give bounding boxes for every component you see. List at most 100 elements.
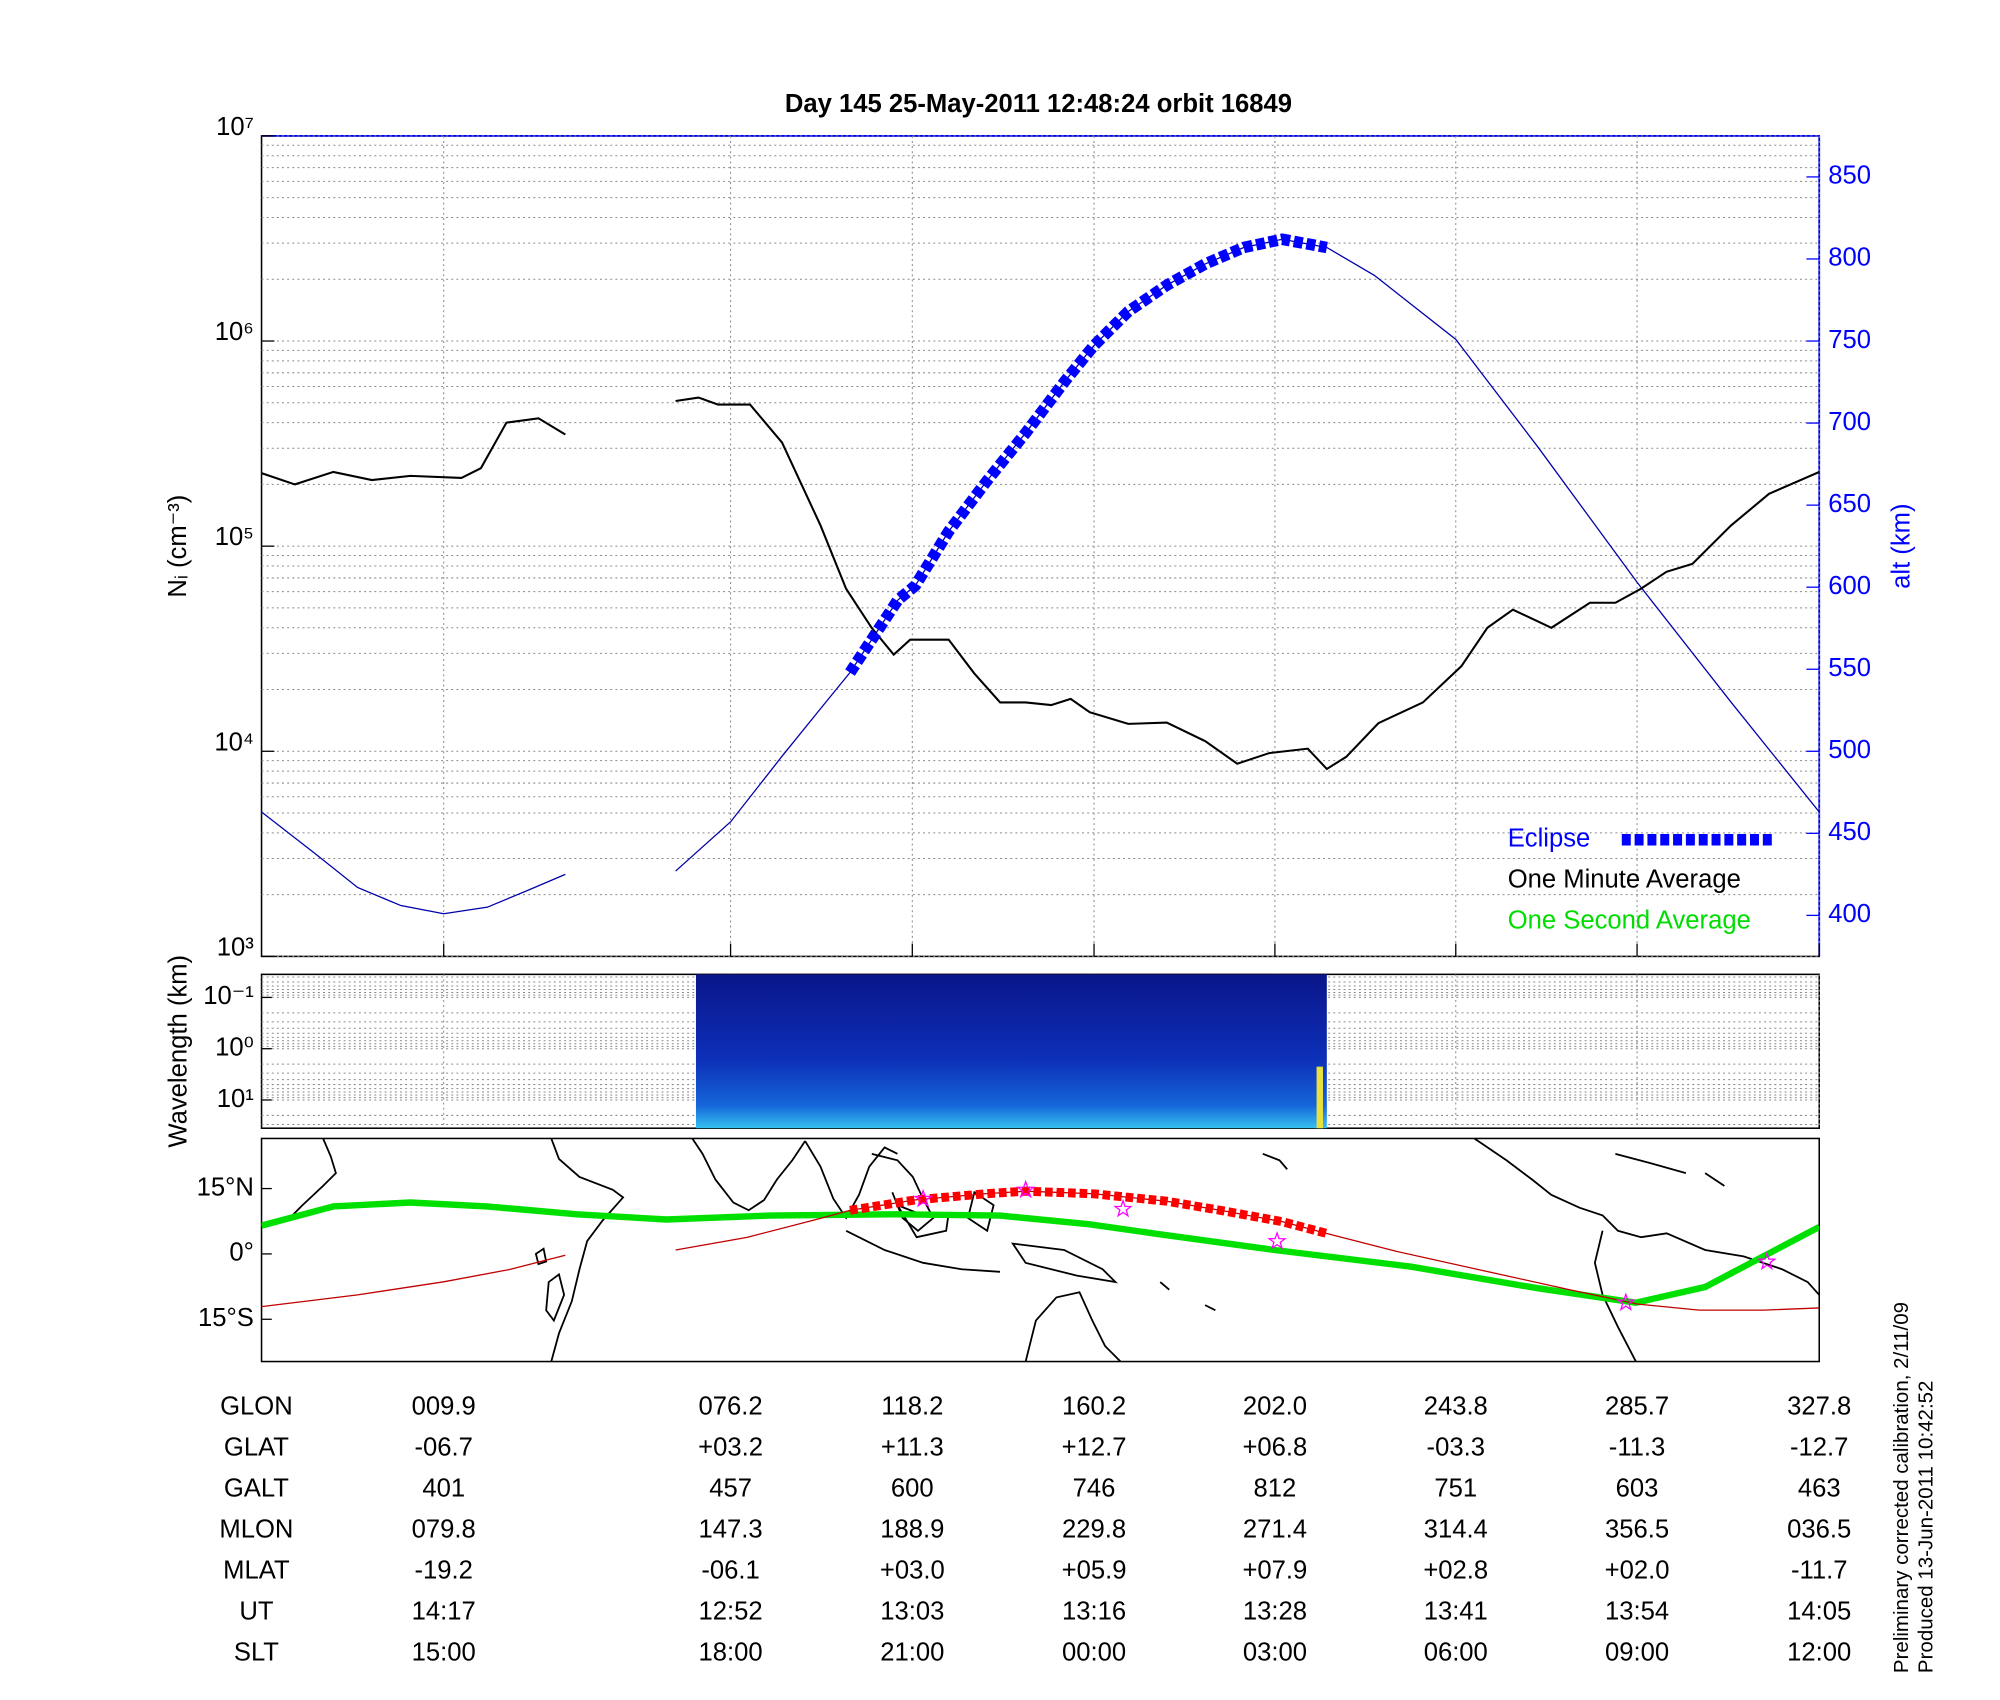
row-value: 09:00 bbox=[1605, 1639, 1669, 1667]
row-value: +07.9 bbox=[1242, 1557, 1307, 1585]
star-marker bbox=[1616, 1292, 1636, 1312]
row-label: GALT bbox=[224, 1475, 289, 1503]
y2-tick-label: 450 bbox=[1828, 818, 1871, 846]
note: Preliminary corrected calibration, 2/11/… bbox=[1890, 1302, 1913, 1673]
y2-tick-label: 650 bbox=[1828, 490, 1871, 518]
row-value: 271.4 bbox=[1243, 1516, 1307, 1544]
row-value: 314.4 bbox=[1424, 1516, 1488, 1544]
star-marker bbox=[1757, 1251, 1777, 1271]
y-tick-label: 10⁻¹ bbox=[203, 982, 254, 1010]
row-value: 812 bbox=[1254, 1475, 1297, 1503]
row-value: 12:52 bbox=[699, 1598, 763, 1626]
y-tick-label: 15°S bbox=[198, 1304, 254, 1332]
row-value: 12:00 bbox=[1787, 1639, 1851, 1667]
density-line bbox=[675, 396, 1820, 771]
row-value: +06.8 bbox=[1242, 1433, 1307, 1461]
x-tick-label: 243.8 bbox=[1424, 1392, 1488, 1420]
row-value: 600 bbox=[891, 1475, 934, 1503]
row-value: -06.1 bbox=[701, 1557, 759, 1585]
row-label: MLON bbox=[219, 1516, 293, 1544]
y2-tick-label: 750 bbox=[1828, 326, 1871, 354]
row-value: 603 bbox=[1616, 1475, 1659, 1503]
y2-tick-label: 800 bbox=[1828, 244, 1871, 272]
row-label: SLT bbox=[234, 1639, 279, 1667]
row-value: 14:17 bbox=[412, 1598, 476, 1626]
spectrogram bbox=[695, 974, 1327, 1129]
row-value: -11.3 bbox=[1609, 1433, 1666, 1461]
density-line bbox=[261, 417, 566, 486]
y2-tick-label: 400 bbox=[1828, 900, 1871, 928]
y-tick-label: 10¹ bbox=[217, 1085, 254, 1113]
y2-tick-label: 550 bbox=[1828, 654, 1871, 682]
row-value: +02.0 bbox=[1605, 1557, 1670, 1585]
altitude-line bbox=[261, 811, 566, 915]
row-value: 463 bbox=[1798, 1475, 1841, 1503]
spectrogram-y-label: Wavelength (km) bbox=[164, 955, 192, 1148]
row-value: +05.9 bbox=[1062, 1557, 1127, 1585]
y2-axis-label: alt (km) bbox=[1887, 503, 1915, 588]
row-value: +11.3 bbox=[881, 1433, 944, 1461]
row-value: 03:00 bbox=[1243, 1639, 1307, 1667]
x-tick-label: 118.2 bbox=[881, 1392, 943, 1420]
row-value: +03.2 bbox=[698, 1433, 763, 1461]
legend-label: Eclipse bbox=[1508, 825, 1591, 853]
row-value: 13:28 bbox=[1243, 1598, 1307, 1626]
row-label: MLAT bbox=[223, 1557, 290, 1585]
y-tick-label: 0° bbox=[229, 1239, 254, 1267]
x-tick-label: 009.9 bbox=[412, 1392, 476, 1420]
y-tick-label: 10⁴ bbox=[214, 728, 254, 756]
y2-tick-label: 600 bbox=[1828, 572, 1871, 600]
track-line bbox=[261, 1254, 566, 1308]
y-axis-label: Nᵢ (cm⁻³) bbox=[164, 495, 192, 598]
row-value: 079.8 bbox=[412, 1516, 476, 1544]
row-value: 147.3 bbox=[699, 1516, 763, 1544]
row-value: 13:16 bbox=[1062, 1598, 1126, 1626]
star-marker bbox=[913, 1188, 933, 1208]
star-marker bbox=[1015, 1179, 1036, 1199]
star-marker bbox=[1267, 1230, 1287, 1250]
x-tick-label: 285.7 bbox=[1605, 1392, 1669, 1420]
y-tick-label: 10⁷ bbox=[216, 113, 254, 141]
x-tick-label: 327.8 bbox=[1787, 1392, 1851, 1420]
row-value: 401 bbox=[422, 1475, 465, 1503]
note: Produced 13-Jun-2011 10:42:52 bbox=[1914, 1381, 1937, 1674]
row-value: 188.9 bbox=[880, 1516, 944, 1544]
y-tick-label: 15°N bbox=[197, 1173, 254, 1201]
row-label: UT bbox=[239, 1598, 274, 1626]
row-value: 13:03 bbox=[880, 1598, 944, 1626]
row-value: -12.7 bbox=[1790, 1433, 1848, 1461]
row-value: 06:00 bbox=[1424, 1639, 1488, 1667]
legend-label: One Second Average bbox=[1508, 907, 1751, 935]
row-value: 356.5 bbox=[1605, 1516, 1669, 1544]
row-label: GLAT bbox=[224, 1433, 289, 1461]
chart-title: Day 145 25-May-2011 12:48:24 orbit 16849 bbox=[785, 90, 1292, 118]
y-tick-label: 10⁰ bbox=[215, 1033, 254, 1061]
y2-tick-label: 850 bbox=[1828, 162, 1871, 190]
row-value: 00:00 bbox=[1062, 1639, 1126, 1667]
star-marker bbox=[1113, 1198, 1133, 1218]
x-tick-label: 202.0 bbox=[1243, 1392, 1307, 1420]
row-value: -19.2 bbox=[414, 1557, 472, 1585]
row-value: +12.7 bbox=[1062, 1433, 1127, 1461]
y-tick-label: 10³ bbox=[217, 933, 255, 961]
y2-tick-label: 700 bbox=[1828, 408, 1871, 436]
row-value: 457 bbox=[709, 1475, 752, 1503]
altitude-line bbox=[845, 233, 1328, 676]
row-value: 18:00 bbox=[699, 1639, 763, 1667]
row-value: -06.7 bbox=[414, 1433, 472, 1461]
row-value: 21:00 bbox=[880, 1639, 944, 1667]
y-tick-label: 10⁵ bbox=[215, 523, 254, 551]
row-value: 746 bbox=[1073, 1475, 1116, 1503]
track-line bbox=[261, 1199, 1820, 1306]
x-tick-label: 160.2 bbox=[1062, 1392, 1126, 1420]
row-value: 036.5 bbox=[1787, 1516, 1851, 1544]
map-frame bbox=[260, 1137, 1820, 1363]
legend-label: One Minute Average bbox=[1508, 866, 1741, 894]
spectrogram-edge bbox=[1316, 1066, 1323, 1129]
row-value: +03.0 bbox=[880, 1557, 945, 1585]
row-value: 229.8 bbox=[1062, 1516, 1126, 1544]
row-value: 751 bbox=[1434, 1475, 1477, 1503]
row-value: 15:00 bbox=[412, 1639, 476, 1667]
